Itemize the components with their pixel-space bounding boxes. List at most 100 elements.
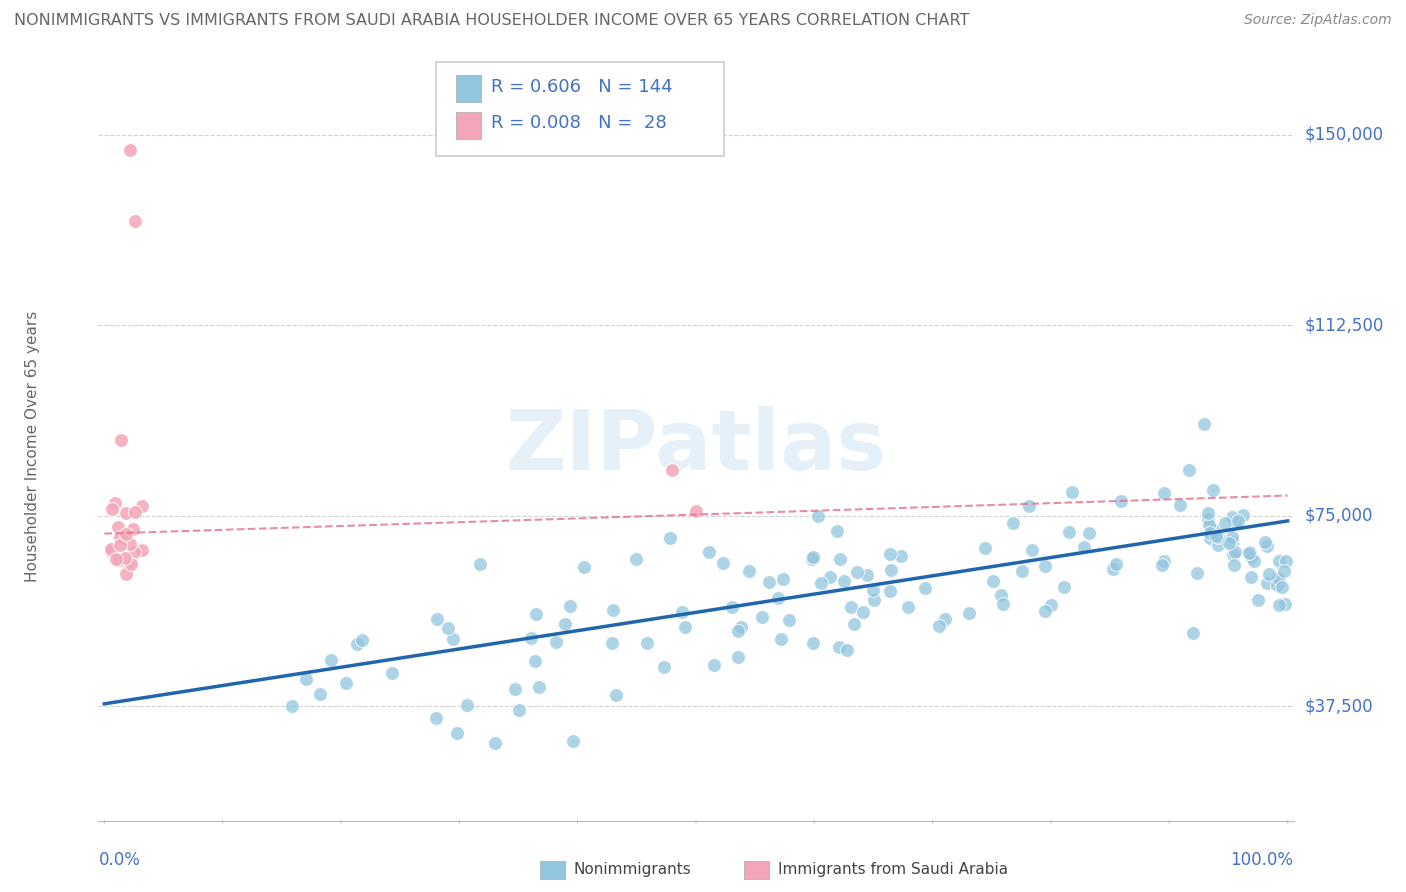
Point — [914, 581, 936, 595]
Point — [1197, 512, 1219, 526]
Point — [1021, 543, 1043, 558]
Text: 0.0%: 0.0% — [98, 851, 141, 869]
Point — [122, 522, 145, 536]
Point — [738, 564, 761, 578]
Point — [446, 725, 468, 739]
Point — [1268, 573, 1291, 587]
Text: Immigrants from Saudi Arabia: Immigrants from Saudi Arabia — [778, 863, 1008, 877]
Point — [115, 527, 138, 541]
Point — [1222, 547, 1244, 561]
Point — [1197, 507, 1219, 521]
Point — [839, 600, 862, 615]
Point — [131, 499, 153, 513]
Point — [852, 605, 875, 619]
Point — [122, 545, 145, 559]
Point — [294, 673, 316, 687]
Point — [1225, 515, 1247, 529]
Point — [1275, 554, 1298, 568]
Point — [846, 565, 869, 579]
Point — [879, 584, 901, 599]
Point — [652, 659, 675, 673]
Point — [104, 552, 127, 566]
Point — [1073, 540, 1095, 554]
Point — [281, 699, 304, 714]
Point — [381, 665, 404, 680]
Point — [1185, 566, 1208, 580]
Point — [671, 605, 693, 619]
Point — [484, 736, 506, 750]
Point — [546, 635, 568, 649]
Point — [524, 654, 547, 668]
Point — [1268, 598, 1291, 612]
Point — [335, 676, 357, 690]
Point — [1239, 544, 1261, 558]
Point — [1053, 580, 1076, 594]
Point — [558, 599, 581, 614]
Point — [1198, 525, 1220, 540]
Point — [1240, 550, 1263, 565]
Point — [346, 637, 368, 651]
Point — [990, 588, 1012, 602]
Point — [801, 549, 824, 564]
Point — [928, 618, 950, 632]
Point — [115, 506, 138, 520]
Point — [818, 570, 841, 584]
Point — [837, 643, 859, 657]
Point — [768, 591, 790, 606]
Point — [100, 541, 122, 556]
Point — [508, 703, 530, 717]
Point — [685, 504, 707, 518]
Point — [727, 624, 749, 638]
Point — [1254, 535, 1277, 549]
Point — [828, 552, 851, 566]
Text: Householder Income Over 65 years: Householder Income Over 65 years — [25, 310, 41, 582]
Point — [1102, 562, 1125, 576]
Point — [1078, 526, 1101, 541]
Point — [519, 631, 541, 645]
Point — [441, 632, 464, 646]
Point — [834, 574, 856, 588]
Point — [1213, 516, 1236, 530]
Point — [1268, 554, 1291, 568]
Point — [974, 541, 997, 555]
Point — [1267, 578, 1289, 592]
Point — [856, 567, 879, 582]
Point — [124, 214, 146, 228]
Point — [934, 612, 956, 626]
Point — [624, 551, 647, 566]
Point — [309, 687, 332, 701]
Point — [425, 710, 447, 724]
Point — [993, 597, 1015, 611]
Point — [1271, 580, 1294, 594]
Point — [115, 567, 138, 582]
Point — [319, 653, 342, 667]
Point — [778, 613, 800, 627]
Point — [807, 508, 830, 523]
Point — [100, 544, 122, 558]
Point — [1192, 417, 1215, 431]
Point — [770, 632, 793, 646]
Point — [703, 658, 725, 673]
Point — [120, 557, 142, 571]
Point — [1033, 558, 1056, 573]
Point — [605, 688, 627, 702]
Text: $150,000: $150,000 — [1305, 126, 1384, 144]
Point — [862, 582, 884, 597]
Point — [1227, 514, 1250, 528]
Point — [1062, 485, 1084, 500]
Point — [1206, 538, 1229, 552]
Point — [561, 734, 583, 748]
Point — [1153, 554, 1175, 568]
Point — [659, 532, 682, 546]
Point — [107, 520, 129, 534]
Point — [120, 537, 142, 551]
Point — [1232, 508, 1254, 522]
Point — [879, 547, 901, 561]
Point — [727, 650, 749, 665]
Point — [1218, 536, 1240, 550]
Point — [1220, 535, 1243, 549]
Point — [114, 551, 136, 566]
Point — [1202, 483, 1225, 497]
Point — [897, 599, 920, 614]
Point — [1011, 565, 1033, 579]
